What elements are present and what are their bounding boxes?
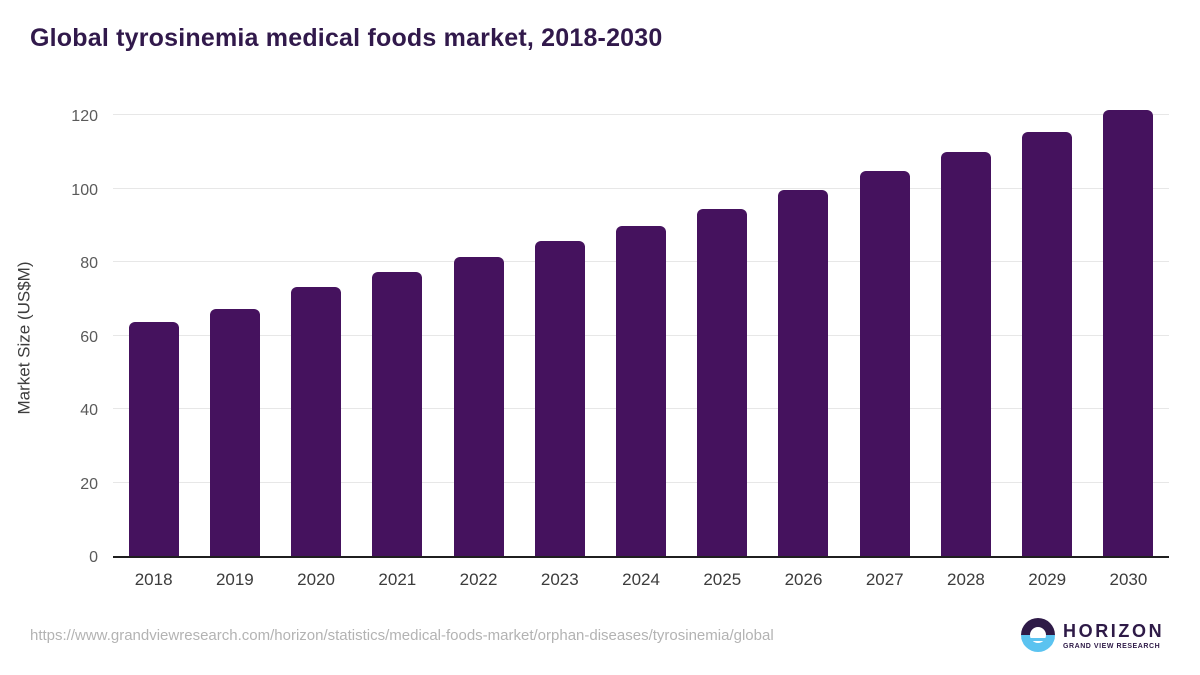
x-tick-label-2028: 2028 — [947, 570, 985, 589]
x-tick-label-2025: 2025 — [703, 570, 742, 589]
x-tick-label-2018: 2018 — [134, 570, 173, 589]
wave-stripe — [1021, 643, 1055, 646]
y-tick-label-40: 40 — [80, 402, 98, 419]
y-tick-label-80: 80 — [80, 255, 98, 272]
bar-2027 — [859, 171, 910, 556]
bar-slot-2023 — [519, 117, 600, 556]
bar-2024 — [616, 226, 667, 556]
bar-slot-2019 — [194, 117, 275, 556]
wave-stripe — [1021, 638, 1055, 641]
x-axis-tick-labels: 2018 2019 2020 2021 2022 2023 2024 2025 2026 2027… — [113, 570, 1169, 590]
y-axis-tick-labels: 0 20 40 60 80 100 120 — [0, 108, 98, 566]
logo-subtitle: GRAND VIEW RESEARCH — [1063, 642, 1161, 650]
bar-slot-2020 — [275, 117, 356, 556]
bar-slot-2029 — [1007, 117, 1088, 556]
bar-2029 — [1022, 131, 1073, 556]
bar-2026 — [778, 190, 829, 556]
x-tick-label-2020: 2020 — [297, 570, 335, 589]
bar-slot-2028 — [925, 117, 1006, 556]
x-tick-label-2019: 2019 — [215, 570, 254, 589]
y-tick-label-0: 0 — [89, 549, 98, 566]
bar-slot-2021 — [357, 117, 438, 556]
y-tick-label-60: 60 — [80, 328, 98, 346]
y-tick-label-120: 120 — [71, 108, 98, 125]
bar-slot-2030 — [1088, 109, 1169, 556]
bar-slot-2018 — [113, 117, 194, 556]
bar-2023 — [534, 241, 585, 556]
bar-slot-2024 — [600, 117, 681, 556]
logo-title: HORIZON — [1063, 620, 1165, 641]
logo-text: HORIZON GRAND VIEW RESEARCH — [1063, 621, 1164, 650]
bar-2020 — [291, 287, 342, 556]
sun-shape — [1030, 627, 1046, 643]
x-tick-label-2026: 2026 — [784, 570, 823, 589]
x-tick-label-2021: 2021 — [378, 570, 417, 589]
x-tick-label-2022: 2022 — [459, 570, 498, 589]
x-tick-label-2023: 2023 — [540, 570, 579, 589]
bar-2022 — [453, 257, 504, 556]
gridline-100 — [113, 187, 1169, 189]
x-tick-label-2027: 2027 — [865, 570, 904, 589]
bar-2018 — [128, 322, 179, 556]
y-tick-label-20: 20 — [80, 475, 98, 493]
bar-2030 — [1103, 109, 1154, 556]
y-tick-label-100: 100 — [71, 181, 98, 199]
horizon-logo: HORIZON GRAND VIEW RESEARCH — [1021, 618, 1164, 652]
x-tick-label-2029: 2029 — [1028, 570, 1067, 589]
bar-slot-2022 — [438, 117, 519, 556]
bar-2021 — [372, 272, 423, 556]
bar-slot-2026 — [763, 117, 844, 556]
x-tick-label-2024: 2024 — [622, 570, 660, 589]
bar-2025 — [697, 209, 748, 556]
bar-2019 — [209, 309, 260, 556]
bar-slot-2025 — [682, 117, 763, 556]
bar-2028 — [940, 151, 991, 556]
chart-title: Global tyrosinemia medical foods market,… — [30, 24, 663, 52]
sunset-horizon-icon — [1021, 618, 1055, 652]
source-url: https://www.grandviewresearch.com/horizo… — [30, 627, 774, 644]
gridline-120 — [113, 114, 1169, 115]
bar-slot-2027 — [844, 117, 925, 556]
plot-area — [113, 109, 1169, 558]
x-tick-label-2030: 2030 — [1109, 570, 1148, 589]
